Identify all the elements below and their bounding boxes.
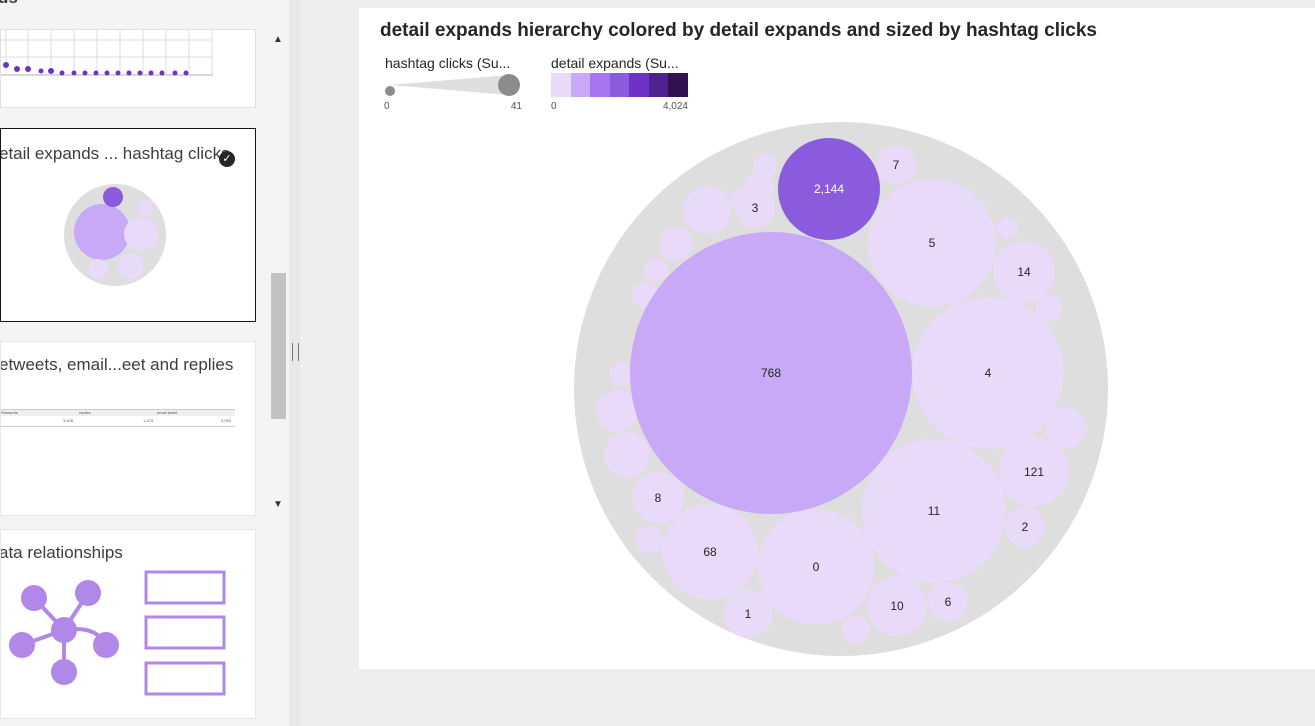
color-legend-label: detail expands (Su... [551, 55, 679, 71]
filler-bubble [635, 526, 663, 554]
bubble-3 [735, 188, 775, 228]
bubble-2144 [778, 138, 880, 240]
color-legend-swatch [668, 73, 689, 97]
color-legend-scale [551, 73, 689, 97]
resize-handle-icon[interactable] [292, 343, 299, 361]
bubble-14 [993, 241, 1055, 303]
color-legend-swatch [590, 73, 610, 97]
bubble-11 [862, 439, 1006, 583]
viz-card-relationships[interactable]: ata relationships [0, 529, 256, 719]
bubble-label: 768 [761, 366, 781, 380]
color-legend-swatch [570, 73, 591, 97]
filler-bubble [842, 616, 870, 644]
panel-divider[interactable] [289, 0, 300, 726]
filler-bubble [609, 362, 633, 386]
selected-check-icon: ✓ [219, 151, 235, 167]
size-legend-max: 41 [510, 101, 522, 112]
circle-packing-thumbnail [64, 184, 166, 286]
mini-table-header: email tweet [157, 410, 178, 415]
bubble-label: 3 [752, 201, 759, 215]
size-legend-min: 0 [384, 101, 390, 112]
bubble-label: 4 [985, 366, 992, 380]
filler-bubble [659, 227, 693, 261]
mini-table-cell: 3,405 [63, 418, 74, 423]
bubble-label: 68 [703, 545, 717, 559]
relationships-thumbnail [9, 570, 226, 696]
filler-bubble [596, 390, 638, 432]
color-legend-swatch [551, 73, 571, 97]
bubble-4 [912, 297, 1064, 449]
bubble-7 [876, 145, 916, 185]
chart-card: detail expands hierarchy colored by deta… [359, 8, 1315, 669]
bubble-2 [1005, 507, 1045, 547]
color-legend-swatch [629, 73, 649, 97]
bubble-label: 7 [893, 158, 900, 172]
color-legend-max: 4,024 [662, 101, 688, 112]
bubble-label: 8 [655, 491, 662, 505]
filler-bubble [1036, 295, 1062, 321]
mini-table-cell: 1,473 [143, 418, 154, 423]
chart-title: detail expands hierarchy colored by deta… [380, 20, 1097, 41]
color-legend-swatch [609, 73, 630, 97]
filler-bubble [644, 258, 668, 282]
dot-chart-thumbnail [1, 30, 213, 76]
scroll-up-icon[interactable]: ▲ [273, 34, 283, 45]
bubble-label: 14 [1017, 265, 1031, 279]
color-legend-min: 0 [551, 101, 557, 112]
mini-table-cell: 4,093 [221, 418, 232, 423]
viz-card-circle-packing[interactable]: etail expands ... hashtag clicks ✓ [0, 128, 256, 322]
viz-card-title: etweets, email...eet and replies [0, 355, 234, 374]
filler-bubble [683, 186, 731, 234]
bubble-6 [928, 582, 968, 622]
filler-bubble [996, 217, 1018, 239]
circle-packing-chart: 768 2,144 4 5 11 0 68 121 14 10 3 8 7 6 2 1 [574, 122, 1108, 656]
bubble-label: 1 [745, 607, 752, 621]
mini-table-header: replies [79, 410, 91, 415]
bubble-label: 121 [1024, 465, 1044, 479]
filler-bubble [753, 154, 777, 178]
bubble-label: 2 [1022, 520, 1029, 534]
size-legend-scale [385, 74, 520, 96]
viz-card-table[interactable]: etweets, email...eet and replies Retweet… [0, 341, 256, 516]
bubble-label: 6 [945, 595, 952, 609]
bubble-5 [868, 179, 996, 307]
bubble-label: 5 [929, 236, 936, 250]
bubble-label: 10 [890, 599, 904, 613]
scroll-down-icon[interactable]: ▼ [273, 499, 283, 510]
bubble-68 [662, 504, 758, 600]
viz-card-dot-chart[interactable] [0, 29, 256, 108]
filler-bubble [604, 432, 650, 478]
bubble-8 [632, 472, 684, 524]
size-legend-label: hashtag clicks (Su... [385, 55, 511, 71]
visualization-list-panel: ds etail expands ... hashtag clicks [0, 0, 289, 726]
bubble-0 [758, 509, 874, 625]
bubble-121 [999, 437, 1069, 507]
color-legend-swatch [648, 73, 669, 97]
bubble-label: 11 [928, 504, 941, 518]
bubble-label: 2,144 [814, 182, 844, 196]
bubble-1 [724, 590, 772, 638]
filler-bubble [1045, 407, 1087, 449]
partial-card-title: ds [0, 0, 18, 8]
bubble-768 [630, 232, 912, 514]
mini-table-header: Retweets [1, 410, 18, 415]
viz-card-title: ata relationships [0, 543, 123, 562]
bubble-10 [867, 576, 927, 636]
mini-table: Retweets replies email tweet 3,405 1,473… [1, 409, 235, 427]
viz-card-title: etail expands ... hashtag clicks [0, 144, 230, 163]
sidebar-scrollbar-thumb[interactable] [271, 273, 286, 419]
bubble-label: 0 [813, 560, 820, 574]
